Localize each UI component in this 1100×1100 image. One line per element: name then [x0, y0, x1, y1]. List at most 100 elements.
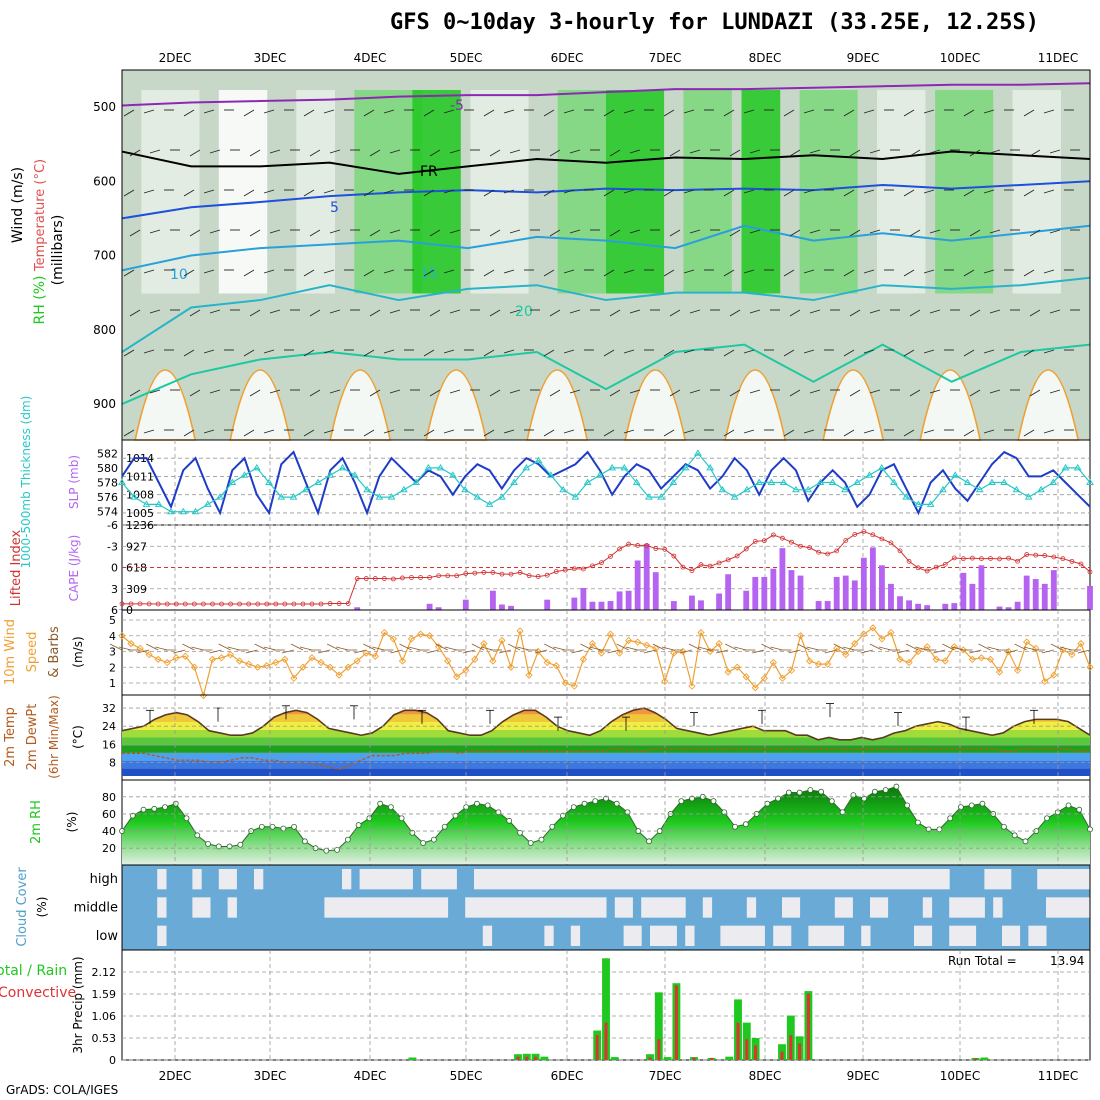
precip-total-bar-55	[602, 958, 610, 1060]
wind-barb	[123, 429, 135, 437]
date-label-top-0: 2DEC	[159, 51, 192, 65]
cloud-clear-0-72	[755, 869, 765, 890]
wind-barb	[803, 269, 815, 274]
precip-conv-bar-63	[674, 985, 678, 1060]
wind10-point-25	[344, 663, 352, 671]
wind-barb	[203, 109, 215, 114]
wind10-point-36	[444, 657, 452, 665]
rh2m-point-29	[431, 836, 437, 843]
wind10-point-57	[634, 638, 642, 646]
lifted-index-point-81	[852, 532, 858, 537]
lifted-index-point-71	[761, 538, 767, 544]
wind10-point-24	[335, 671, 343, 679]
cloud-clear-0-81	[834, 869, 845, 890]
wind-barb	[389, 309, 401, 314]
wind-barb	[323, 429, 335, 434]
cloud-clear-1-43	[500, 897, 510, 918]
wind-barb	[1043, 109, 1055, 114]
cloud-clear-1-76	[790, 897, 801, 918]
wind-barb	[663, 189, 675, 197]
rh2m-point-88	[1065, 802, 1072, 809]
wind10-point-87	[905, 658, 913, 667]
wind-barb	[483, 109, 495, 117]
contour-label-3: 10	[170, 267, 188, 283]
cloud-clear-0-49	[553, 869, 563, 890]
cloud-clear-0-41	[482, 869, 493, 890]
wind10-barb-68	[724, 643, 738, 651]
lifted-index-point-104	[1060, 556, 1066, 562]
lifted-index-point-87	[906, 558, 912, 564]
lifted-index-point-95	[979, 556, 984, 562]
wind-barb	[303, 429, 315, 437]
thickness-tick-574: 574	[97, 506, 118, 519]
cloud-clear-2-96	[966, 925, 977, 946]
wind10-point-99	[1013, 666, 1022, 675]
contour-label-2: 5	[330, 200, 339, 216]
cape-bar-41	[490, 590, 496, 610]
cloud-clear-2-69	[729, 925, 739, 946]
cloud-clear-1-12	[227, 897, 237, 918]
cloud-clear-0-108	[1072, 869, 1082, 890]
rh2m-point-11	[237, 841, 244, 848]
thickness-point-21	[375, 493, 384, 500]
wind-barb	[503, 109, 515, 114]
cloud-clear-0-27	[359, 869, 369, 890]
wind10-barb-0	[109, 643, 123, 651]
lifted-index-point-78	[825, 551, 831, 557]
wind10-barb-56	[616, 643, 629, 651]
wind10-barb-57	[625, 646, 638, 651]
rh2m-point-20	[334, 846, 341, 853]
wind10-point-32	[407, 635, 416, 643]
precip-total-bar-62	[663, 1057, 672, 1060]
wind10-tick-1: 1	[109, 677, 116, 690]
isotherm-0	[121, 82, 1091, 107]
wind10-point-102	[1041, 677, 1049, 686]
wind10-point-101	[1032, 644, 1040, 652]
wind-barb	[783, 429, 795, 437]
lifted-index-point-13	[237, 601, 243, 607]
thickness-point-44	[657, 493, 666, 500]
wind10-point-65	[706, 647, 714, 656]
rh2m-point-3	[151, 805, 158, 812]
cloud-clear-2-100	[1002, 925, 1012, 946]
ylabel-cloud: Cloud Cover	[15, 867, 30, 947]
rh-patch-12	[935, 90, 994, 294]
cloud-clear-1-44	[509, 897, 519, 918]
wind10-point-83	[869, 624, 877, 632]
ylabel-wind10-speed: Speed	[25, 632, 40, 673]
wind-barb	[543, 109, 555, 117]
rh2m-point-60	[764, 800, 771, 807]
wind-barb	[123, 269, 135, 277]
wind-barb	[269, 309, 281, 314]
ylabel-wind10-unit: (m/s)	[71, 636, 85, 667]
thickness-tick-580: 580	[97, 462, 118, 475]
thickness-point-18	[338, 463, 347, 471]
wind10-point-86	[896, 655, 904, 664]
cape-bar-55	[616, 591, 623, 610]
wind10-point-100	[1023, 638, 1031, 646]
wind-barb	[789, 309, 801, 317]
wind-barb	[723, 429, 735, 437]
rh2m-point-84	[1022, 838, 1029, 845]
precip-total-bar-69	[725, 1056, 734, 1060]
wind-barb	[503, 189, 515, 194]
rh2m-point-58	[742, 821, 749, 828]
wind-barb	[749, 149, 761, 154]
lifted-index-point-29	[381, 576, 387, 581]
lifted-index-point-49	[562, 567, 568, 573]
cloud-clear-0-89	[905, 869, 915, 890]
cloud-clear-2-78	[808, 925, 818, 946]
wind10-point-18	[281, 655, 289, 664]
wind-barb	[503, 269, 515, 274]
wind10-point-82	[860, 630, 868, 638]
cloud-clear-1-97	[975, 897, 985, 918]
wind10-point-0	[118, 632, 126, 640]
wind10-point-35	[434, 643, 443, 651]
lifted-index-point-33	[418, 575, 423, 580]
contour-label-5: 20	[515, 304, 533, 320]
wind10-point-51	[579, 655, 588, 664]
wind10-barb-29	[372, 646, 385, 651]
wind-barb	[783, 189, 795, 197]
cloud-clear-2-51	[570, 925, 581, 946]
cape-bar-85	[888, 583, 894, 610]
